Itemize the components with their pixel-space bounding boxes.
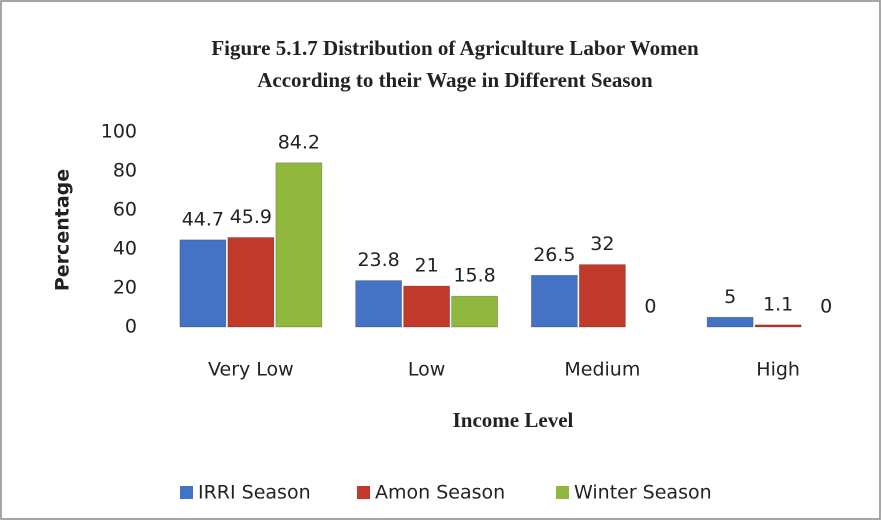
data-label: 15.8 — [453, 265, 495, 287]
chart-title: Figure 5.1.7 Distribution of Agriculture… — [211, 36, 699, 60]
bar — [451, 295, 499, 328]
y-tick-label: 20 — [113, 277, 137, 299]
x-tick-label: Very Low — [208, 359, 294, 381]
data-label: 45.9 — [230, 206, 272, 228]
x-tick-label: Low — [408, 359, 445, 381]
y-tick-label: 40 — [113, 238, 137, 260]
bar — [530, 274, 578, 328]
data-label: 21 — [415, 255, 439, 277]
bar — [355, 280, 403, 328]
legend-swatch — [180, 486, 193, 499]
bar — [227, 237, 275, 328]
bar — [275, 162, 323, 328]
chart-title: According to their Wage in Different Sea… — [257, 68, 653, 92]
bar — [754, 324, 802, 328]
data-label: 26.5 — [533, 244, 575, 266]
data-label: 0 — [820, 296, 832, 318]
x-axis-label: Income Level — [453, 408, 574, 432]
data-label: 1.1 — [763, 293, 793, 315]
bar — [179, 239, 227, 328]
legend-label: Winter Season — [574, 482, 712, 504]
y-tick-label: 100 — [101, 121, 137, 143]
data-label: 84.2 — [278, 131, 320, 153]
x-tick-label: High — [756, 359, 800, 381]
bar — [403, 285, 451, 328]
y-axis-label: Percentage — [52, 169, 74, 291]
data-label: 32 — [590, 233, 614, 255]
x-tick-label: Medium — [564, 359, 640, 381]
data-label: 0 — [644, 296, 656, 318]
legend-label: IRRI Season — [198, 482, 311, 504]
legend-swatch — [357, 486, 370, 499]
y-tick-label: 80 — [113, 160, 137, 182]
data-label: 23.8 — [357, 249, 399, 271]
legend-swatch — [556, 486, 569, 499]
bar — [706, 316, 754, 328]
data-label: 5 — [724, 286, 736, 308]
data-label: 44.7 — [182, 208, 224, 230]
bar — [578, 264, 626, 328]
y-tick-label: 0 — [125, 316, 137, 338]
legend-label: Amon Season — [375, 482, 505, 504]
y-tick-label: 60 — [113, 199, 137, 221]
